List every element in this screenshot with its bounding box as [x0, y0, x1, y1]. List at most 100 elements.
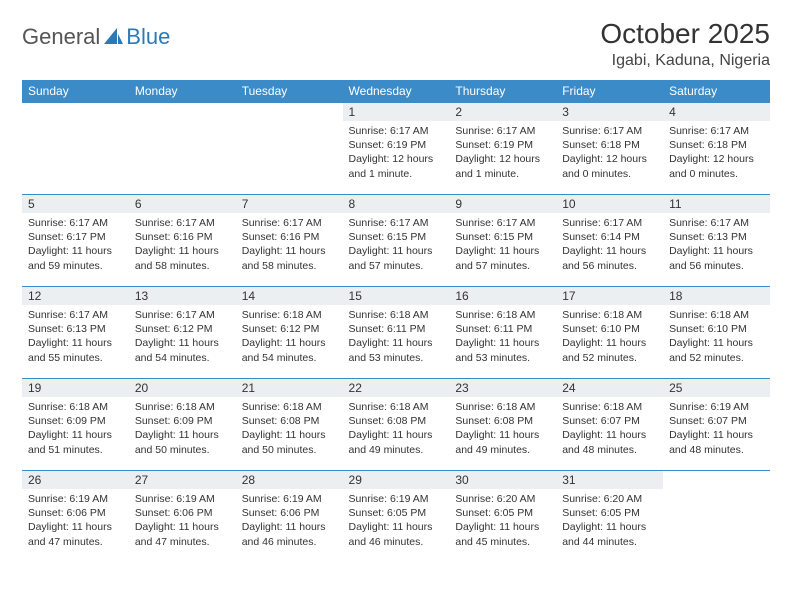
calendar-cell: 4Sunrise: 6:17 AMSunset: 6:18 PMDaylight… [663, 103, 770, 195]
calendar-cell: 12Sunrise: 6:17 AMSunset: 6:13 PMDayligh… [22, 287, 129, 379]
sunset-text: Sunset: 6:18 PM [562, 138, 657, 152]
calendar-cell: 31Sunrise: 6:20 AMSunset: 6:05 PMDayligh… [556, 471, 663, 563]
day-info: Sunrise: 6:17 AMSunset: 6:13 PMDaylight:… [663, 213, 770, 277]
daylight-text: Daylight: 11 hours and 50 minutes. [135, 428, 230, 456]
calendar-cell: 18Sunrise: 6:18 AMSunset: 6:10 PMDayligh… [663, 287, 770, 379]
day-number: 1 [343, 103, 450, 121]
sunrise-text: Sunrise: 6:17 AM [242, 216, 337, 230]
sunset-text: Sunset: 6:07 PM [669, 414, 764, 428]
daylight-text: Daylight: 12 hours and 0 minutes. [669, 152, 764, 180]
daylight-text: Daylight: 11 hours and 50 minutes. [242, 428, 337, 456]
sunset-text: Sunset: 6:06 PM [242, 506, 337, 520]
calendar-cell: 8Sunrise: 6:17 AMSunset: 6:15 PMDaylight… [343, 195, 450, 287]
sunrise-text: Sunrise: 6:17 AM [455, 124, 550, 138]
calendar-cell: 22Sunrise: 6:18 AMSunset: 6:08 PMDayligh… [343, 379, 450, 471]
daylight-text: Daylight: 11 hours and 51 minutes. [28, 428, 123, 456]
calendar-cell [129, 103, 236, 195]
brand-sail-icon [104, 28, 124, 46]
day-info: Sunrise: 6:18 AMSunset: 6:10 PMDaylight:… [556, 305, 663, 369]
sunrise-text: Sunrise: 6:17 AM [349, 124, 444, 138]
day-info: Sunrise: 6:19 AMSunset: 6:06 PMDaylight:… [129, 489, 236, 553]
sunrise-text: Sunrise: 6:17 AM [562, 124, 657, 138]
sunset-text: Sunset: 6:06 PM [28, 506, 123, 520]
day-info: Sunrise: 6:18 AMSunset: 6:09 PMDaylight:… [129, 397, 236, 461]
sunrise-text: Sunrise: 6:18 AM [455, 400, 550, 414]
day-info: Sunrise: 6:17 AMSunset: 6:18 PMDaylight:… [556, 121, 663, 185]
day-info: Sunrise: 6:20 AMSunset: 6:05 PMDaylight:… [556, 489, 663, 553]
calendar-cell: 30Sunrise: 6:20 AMSunset: 6:05 PMDayligh… [449, 471, 556, 563]
day-info: Sunrise: 6:17 AMSunset: 6:15 PMDaylight:… [449, 213, 556, 277]
daylight-text: Daylight: 11 hours and 53 minutes. [455, 336, 550, 364]
sunrise-text: Sunrise: 6:18 AM [669, 308, 764, 322]
daylight-text: Daylight: 11 hours and 46 minutes. [349, 520, 444, 548]
day-info: Sunrise: 6:17 AMSunset: 6:14 PMDaylight:… [556, 213, 663, 277]
daylight-text: Daylight: 11 hours and 45 minutes. [455, 520, 550, 548]
calendar-cell: 13Sunrise: 6:17 AMSunset: 6:12 PMDayligh… [129, 287, 236, 379]
day-info: Sunrise: 6:17 AMSunset: 6:16 PMDaylight:… [129, 213, 236, 277]
sunset-text: Sunset: 6:11 PM [455, 322, 550, 336]
sunrise-text: Sunrise: 6:17 AM [349, 216, 444, 230]
day-number: 24 [556, 379, 663, 397]
sunset-text: Sunset: 6:12 PM [242, 322, 337, 336]
day-number [22, 103, 129, 121]
day-number: 16 [449, 287, 556, 305]
day-info: Sunrise: 6:18 AMSunset: 6:09 PMDaylight:… [22, 397, 129, 461]
day-number: 4 [663, 103, 770, 121]
day-number: 28 [236, 471, 343, 489]
daylight-text: Daylight: 11 hours and 54 minutes. [242, 336, 337, 364]
day-header: Wednesday [343, 80, 450, 103]
day-number: 12 [22, 287, 129, 305]
day-header: Sunday [22, 80, 129, 103]
sunset-text: Sunset: 6:15 PM [349, 230, 444, 244]
sunset-text: Sunset: 6:12 PM [135, 322, 230, 336]
sunrise-text: Sunrise: 6:19 AM [242, 492, 337, 506]
calendar-cell: 9Sunrise: 6:17 AMSunset: 6:15 PMDaylight… [449, 195, 556, 287]
brand-logo: General Blue [22, 18, 170, 50]
calendar-cell: 6Sunrise: 6:17 AMSunset: 6:16 PMDaylight… [129, 195, 236, 287]
calendar-table: Sunday Monday Tuesday Wednesday Thursday… [22, 80, 770, 563]
calendar-cell: 11Sunrise: 6:17 AMSunset: 6:13 PMDayligh… [663, 195, 770, 287]
day-info: Sunrise: 6:17 AMSunset: 6:15 PMDaylight:… [343, 213, 450, 277]
day-header: Friday [556, 80, 663, 103]
sunset-text: Sunset: 6:10 PM [669, 322, 764, 336]
sunrise-text: Sunrise: 6:19 AM [135, 492, 230, 506]
day-info: Sunrise: 6:18 AMSunset: 6:08 PMDaylight:… [236, 397, 343, 461]
daylight-text: Daylight: 11 hours and 54 minutes. [135, 336, 230, 364]
daylight-text: Daylight: 11 hours and 44 minutes. [562, 520, 657, 548]
day-info: Sunrise: 6:17 AMSunset: 6:19 PMDaylight:… [449, 121, 556, 185]
day-number: 26 [22, 471, 129, 489]
sunrise-text: Sunrise: 6:18 AM [349, 308, 444, 322]
sunrise-text: Sunrise: 6:20 AM [562, 492, 657, 506]
daylight-text: Daylight: 12 hours and 0 minutes. [562, 152, 657, 180]
calendar-cell [663, 471, 770, 563]
sunrise-text: Sunrise: 6:17 AM [669, 124, 764, 138]
daylight-text: Daylight: 11 hours and 48 minutes. [669, 428, 764, 456]
day-number: 15 [343, 287, 450, 305]
sunrise-text: Sunrise: 6:18 AM [562, 400, 657, 414]
calendar-cell: 25Sunrise: 6:19 AMSunset: 6:07 PMDayligh… [663, 379, 770, 471]
sunset-text: Sunset: 6:16 PM [135, 230, 230, 244]
day-info: Sunrise: 6:18 AMSunset: 6:10 PMDaylight:… [663, 305, 770, 369]
day-info: Sunrise: 6:17 AMSunset: 6:16 PMDaylight:… [236, 213, 343, 277]
sunset-text: Sunset: 6:11 PM [349, 322, 444, 336]
day-number: 29 [343, 471, 450, 489]
day-number: 8 [343, 195, 450, 213]
calendar-cell: 14Sunrise: 6:18 AMSunset: 6:12 PMDayligh… [236, 287, 343, 379]
sunrise-text: Sunrise: 6:17 AM [28, 308, 123, 322]
day-number: 14 [236, 287, 343, 305]
day-header: Thursday [449, 80, 556, 103]
sunset-text: Sunset: 6:17 PM [28, 230, 123, 244]
day-info: Sunrise: 6:17 AMSunset: 6:19 PMDaylight:… [343, 121, 450, 185]
daylight-text: Daylight: 11 hours and 48 minutes. [562, 428, 657, 456]
calendar-cell: 15Sunrise: 6:18 AMSunset: 6:11 PMDayligh… [343, 287, 450, 379]
daylight-text: Daylight: 11 hours and 56 minutes. [669, 244, 764, 272]
sunrise-text: Sunrise: 6:18 AM [455, 308, 550, 322]
calendar-cell: 3Sunrise: 6:17 AMSunset: 6:18 PMDaylight… [556, 103, 663, 195]
calendar-week-row: 12Sunrise: 6:17 AMSunset: 6:13 PMDayligh… [22, 287, 770, 379]
calendar-cell: 29Sunrise: 6:19 AMSunset: 6:05 PMDayligh… [343, 471, 450, 563]
brand-text-1: General [22, 24, 100, 50]
day-number: 30 [449, 471, 556, 489]
calendar-cell: 26Sunrise: 6:19 AMSunset: 6:06 PMDayligh… [22, 471, 129, 563]
calendar-week-row: 5Sunrise: 6:17 AMSunset: 6:17 PMDaylight… [22, 195, 770, 287]
day-info: Sunrise: 6:17 AMSunset: 6:13 PMDaylight:… [22, 305, 129, 369]
